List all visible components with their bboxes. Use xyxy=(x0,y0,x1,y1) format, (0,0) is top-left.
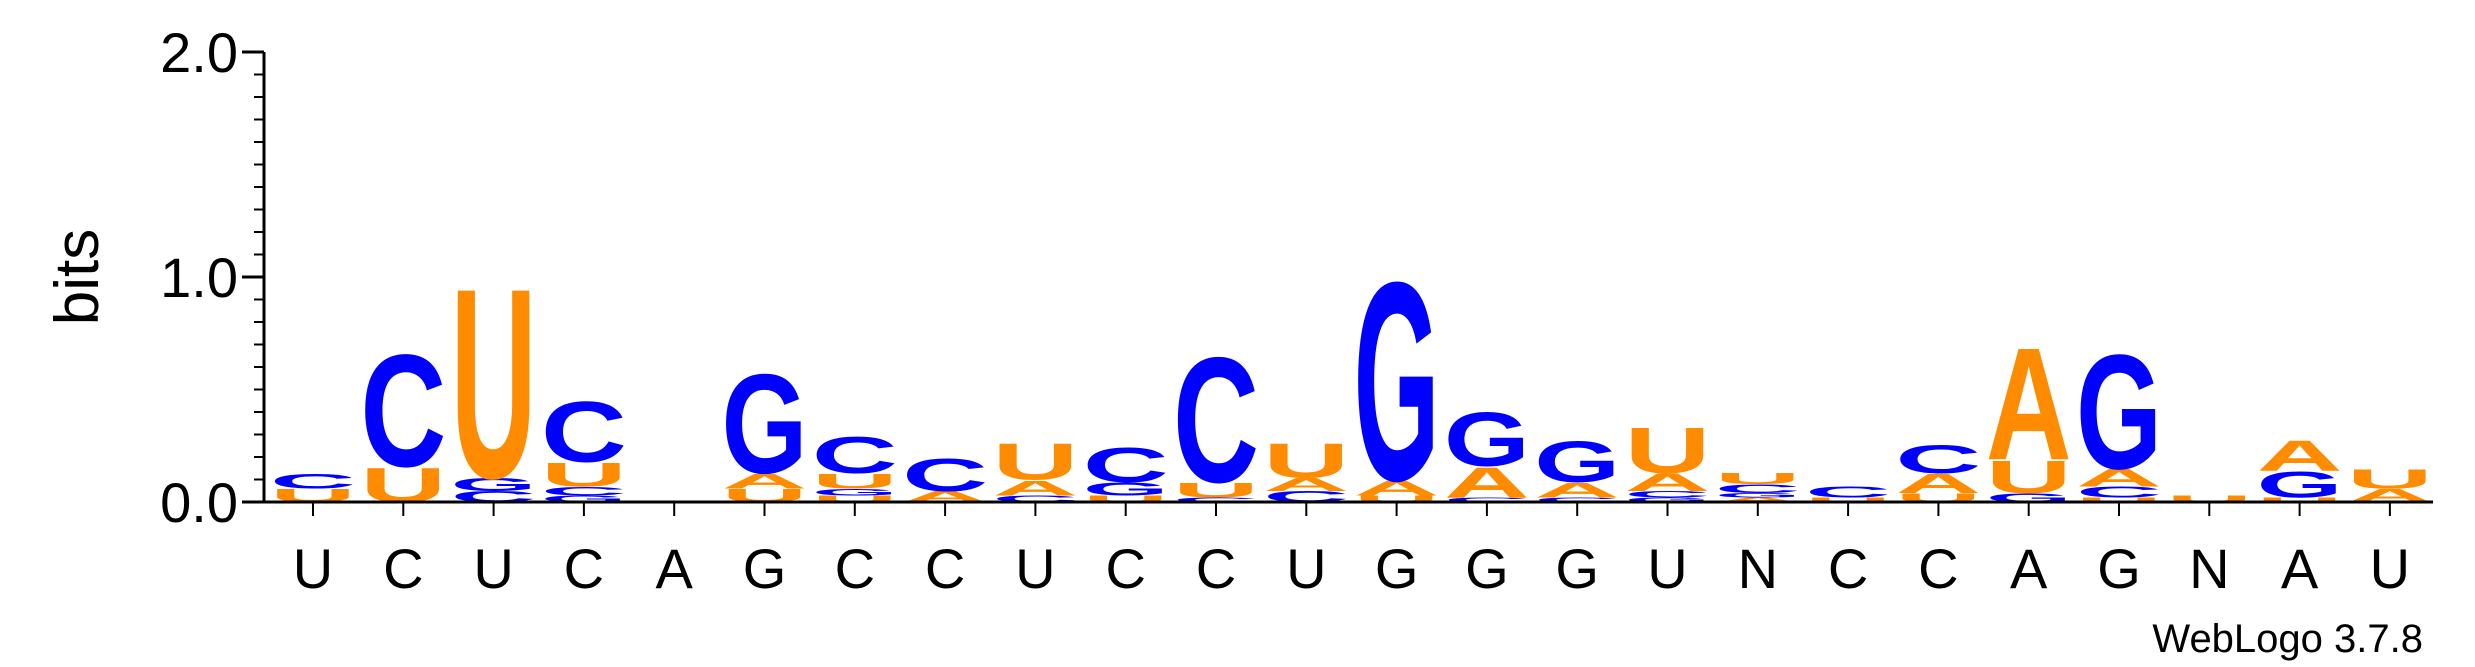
logo-letter-U: U xyxy=(1263,433,1349,488)
x-tick-label: U xyxy=(1015,537,1055,600)
logo-letter-U: U xyxy=(812,494,898,504)
logo-letter-C: C xyxy=(1625,489,1711,499)
x-tick-label: A xyxy=(2010,537,2048,600)
x-tick-label: U xyxy=(2370,537,2410,600)
logo-letter-G: G xyxy=(1625,496,1711,503)
logo-letter-C: C xyxy=(360,321,446,500)
logo-letter-G: G xyxy=(1083,478,1169,499)
logo-letter-A: A xyxy=(2257,431,2343,479)
logo-letter-G: G xyxy=(1715,492,1801,499)
logo-letter-C: C xyxy=(2076,484,2162,501)
logo-letter-U: U xyxy=(812,469,898,493)
x-tick-label: G xyxy=(1555,537,1599,600)
y-tick-label: 1.0 xyxy=(160,246,238,309)
logo-letter-G: G xyxy=(541,494,627,504)
logo-letter-U: U xyxy=(1173,478,1259,502)
logo-letter-G: G xyxy=(2257,464,2343,505)
x-tick-label: G xyxy=(1375,537,1419,600)
x-tick-label: N xyxy=(1738,537,1778,600)
x-tick-label: U xyxy=(293,537,333,600)
x-tick-label: C xyxy=(564,537,604,600)
x-tick-label: C xyxy=(1105,537,1145,600)
logo-letter-U: U xyxy=(541,456,627,494)
weblogo-version-label: WebLogo 3.7.8 xyxy=(2152,617,2423,661)
logo-letter-C: C xyxy=(541,384,627,480)
x-tick-label: U xyxy=(1647,537,1687,600)
logo-letter-G: G xyxy=(1534,429,1620,495)
logo-letter-C: C xyxy=(1715,482,1801,496)
logo-letter-G: G xyxy=(451,474,537,495)
logo-letter-A: A xyxy=(1354,476,1440,500)
logo-letter-C: C xyxy=(1895,437,1981,482)
logo-letter-G: G xyxy=(2076,321,2162,504)
logo-letter-C: C xyxy=(1444,496,1530,503)
logo-letter-G: G xyxy=(812,487,898,497)
logo-letter-C: C xyxy=(1173,322,1259,521)
logo-letter-U: U xyxy=(1986,452,2072,504)
logo-letter-C: C xyxy=(902,449,988,501)
logo-letter-U: U xyxy=(2347,464,2433,495)
x-tick-label: C xyxy=(925,537,965,600)
y-axis-label: bits xyxy=(43,229,112,325)
logo-letter-A: A xyxy=(1263,474,1349,495)
y-tick-label: 0.0 xyxy=(160,471,238,534)
logo-letter-G: G xyxy=(722,344,808,502)
x-tick-label: U xyxy=(473,537,513,600)
logo-letter-U: U xyxy=(1805,496,1891,503)
logo-letter-A: A xyxy=(1986,314,2072,493)
x-tick-label: A xyxy=(2281,537,2319,600)
x-tick-label: G xyxy=(2097,537,2141,600)
logo-letter-C: C xyxy=(1805,484,1891,501)
logo-letter-C: C xyxy=(270,469,356,493)
logo-letter-A: A xyxy=(1534,478,1620,502)
logo-letter-C: C xyxy=(992,494,1078,504)
logo-letter-A: A xyxy=(1444,458,1530,506)
logo-letter-G: G xyxy=(1444,397,1530,483)
x-tick-label: C xyxy=(1196,537,1236,600)
logo-letter-U: U xyxy=(1624,415,1710,487)
logo-letter-A: A xyxy=(1624,469,1710,497)
logo-letter-A: A xyxy=(1895,468,1981,499)
y-axis-ticks: 0.0 1.0 2.0 xyxy=(160,21,264,534)
logo-letter-A: A xyxy=(2076,464,2162,492)
logo-letter-U: U xyxy=(992,433,1078,491)
x-tick-label: U xyxy=(1286,537,1326,600)
logo-letter-U: U xyxy=(451,233,537,536)
logo-letter-C: C xyxy=(812,426,898,484)
y-tick-label: 2.0 xyxy=(160,21,238,84)
logo-letter-C: C xyxy=(541,484,627,498)
x-tick-label: G xyxy=(743,537,787,600)
x-tick-label: N xyxy=(2189,537,2229,600)
logo-letter-A: A xyxy=(722,469,808,493)
logo-letter-U: U xyxy=(2076,496,2162,503)
x-tick-label: C xyxy=(1918,537,1958,600)
x-tick-label: G xyxy=(1465,537,1509,600)
x-tick-label: A xyxy=(656,537,694,600)
logo-letter-U: U xyxy=(1715,470,1801,487)
logo-letter-G: G xyxy=(1354,223,1440,541)
x-tick-label: C xyxy=(383,537,423,600)
logo-letter-A: A xyxy=(1715,496,1801,503)
logo-letter-U: U xyxy=(1083,494,1169,504)
logo-letter-U: U xyxy=(2257,496,2343,503)
logo-letter-U: U xyxy=(2166,494,2252,504)
logo-letter-C: C xyxy=(1173,496,1259,503)
logo-letter-A: A xyxy=(992,476,1078,500)
logo-letter-C: C xyxy=(1534,496,1620,503)
logo-letter-U: U xyxy=(1354,494,1440,504)
logo-letter-C: C xyxy=(1083,438,1169,493)
x-tick-label: C xyxy=(1828,537,1868,600)
x-tick-label: C xyxy=(835,537,875,600)
